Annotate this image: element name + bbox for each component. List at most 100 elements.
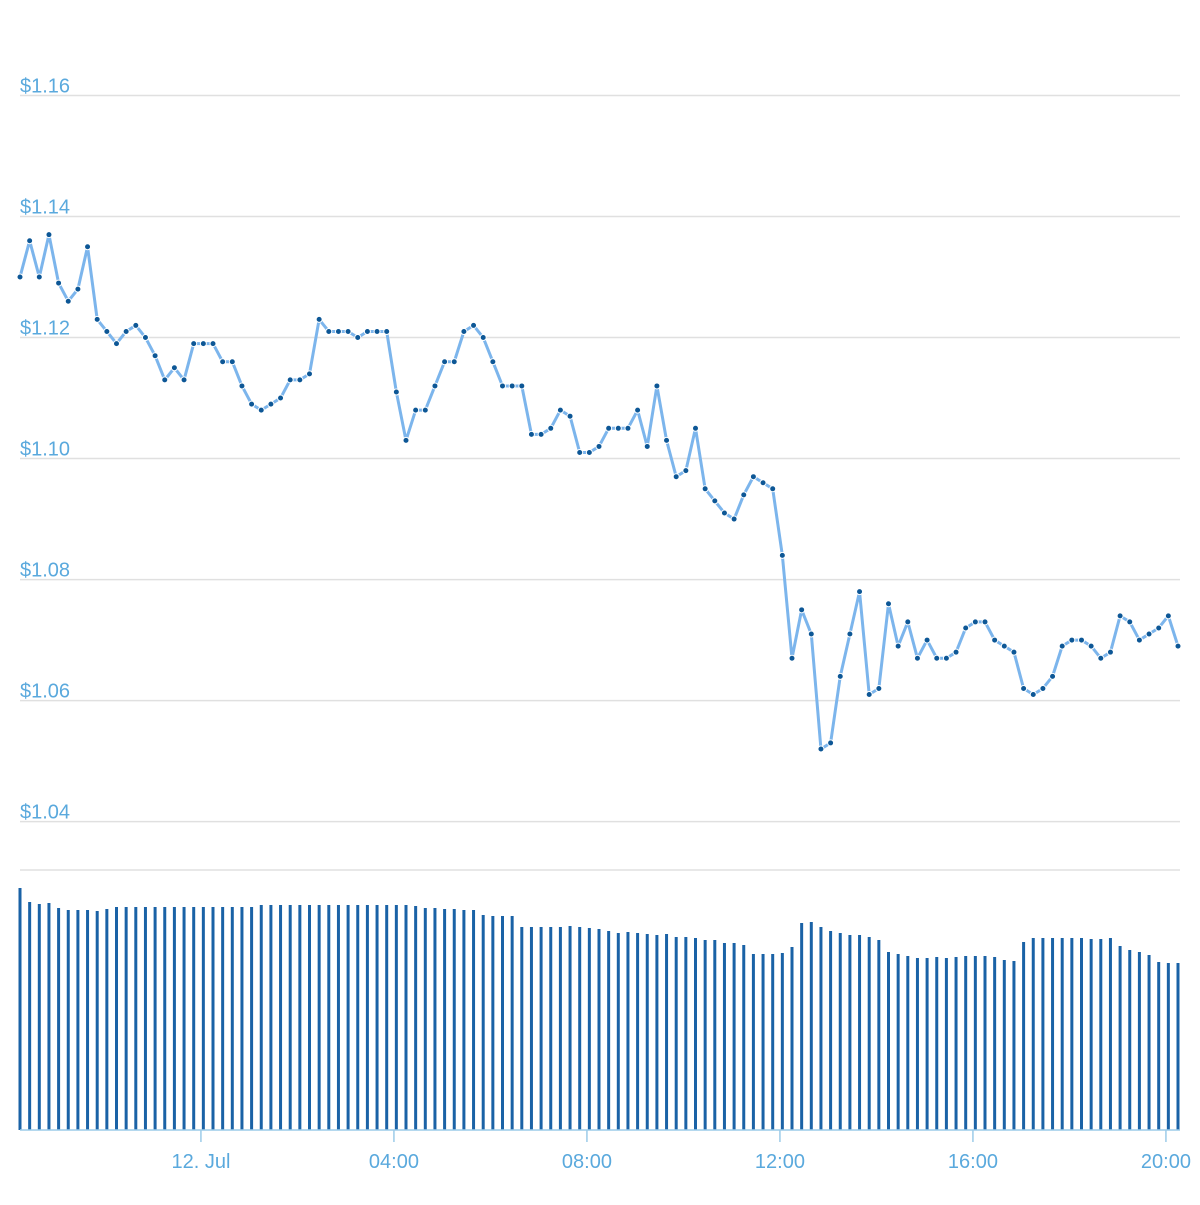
price-point — [132, 321, 140, 329]
price-point — [952, 648, 960, 656]
volume-bar — [230, 907, 234, 1130]
price-point — [267, 400, 275, 408]
volume-bar — [452, 909, 456, 1130]
volume-bar — [47, 903, 51, 1130]
price-point — [885, 600, 892, 608]
volume-bar — [1118, 946, 1122, 1130]
volume-bar — [684, 937, 688, 1130]
price-point — [672, 473, 680, 481]
price-point — [663, 436, 671, 444]
volume-bar — [491, 916, 495, 1130]
volume-bar — [1137, 952, 1141, 1130]
volume-bar — [356, 905, 360, 1130]
volume-bar — [529, 927, 533, 1130]
price-point — [306, 370, 313, 378]
price-point — [228, 358, 236, 366]
price-point — [1058, 642, 1066, 650]
volume-bar — [993, 957, 997, 1130]
volume-bar — [375, 905, 379, 1130]
volume-bar — [713, 940, 717, 1130]
price-point — [740, 491, 748, 499]
price-point — [286, 376, 294, 384]
volume-bar — [201, 907, 205, 1130]
price-point — [402, 436, 410, 444]
volume-bar — [597, 929, 601, 1130]
volume-bar — [1022, 942, 1026, 1130]
price-point — [219, 358, 227, 366]
volume-bar — [722, 943, 726, 1130]
price-point — [913, 654, 921, 662]
volume-bar — [1060, 938, 1064, 1130]
volume-bar — [423, 908, 427, 1130]
price-point — [84, 243, 92, 251]
price-point — [769, 485, 777, 493]
price-point — [209, 340, 217, 348]
volume-bar — [192, 907, 196, 1130]
volume-bar — [1012, 961, 1016, 1130]
volume-bar — [462, 910, 466, 1130]
price-point — [489, 358, 497, 366]
y-tick-label: $1.06 — [20, 681, 70, 703]
volume-bar — [539, 927, 543, 1130]
volume-bar — [134, 907, 138, 1130]
price-point — [1029, 691, 1037, 699]
price-point — [363, 327, 371, 335]
price-point — [846, 630, 854, 638]
price-point — [334, 327, 342, 335]
volume-bar — [443, 909, 447, 1130]
price-point — [354, 334, 362, 342]
volume-bar — [346, 905, 350, 1130]
price-point — [971, 618, 979, 626]
volume-bar — [761, 954, 765, 1130]
price-point — [836, 672, 844, 680]
price-point — [441, 358, 449, 366]
volume-bar — [636, 933, 640, 1130]
price-point — [26, 237, 34, 245]
price-point — [1020, 684, 1028, 692]
price-point — [749, 473, 757, 481]
price-point — [682, 467, 690, 475]
volume-bar — [153, 907, 157, 1130]
y-tick-label: $1.14 — [20, 197, 70, 219]
volume-bar — [558, 927, 562, 1130]
volume-bar — [279, 905, 283, 1130]
price-point — [248, 400, 256, 408]
price-point — [576, 449, 584, 456]
volume-bar — [472, 910, 476, 1130]
volume-bar — [838, 933, 842, 1130]
volume-bar — [790, 947, 794, 1130]
volume-bar — [124, 907, 128, 1130]
price-point — [933, 654, 941, 662]
volume-bar — [1108, 938, 1112, 1130]
volume-bar — [288, 905, 292, 1130]
volume-bar — [944, 958, 948, 1130]
volume-bar — [549, 927, 553, 1130]
price-point — [759, 479, 767, 487]
volume-bar — [221, 907, 225, 1130]
price-point — [74, 285, 82, 293]
price-point — [624, 424, 632, 432]
volume-bar — [1099, 939, 1103, 1130]
price-point — [1164, 612, 1172, 620]
volume-bar — [365, 905, 369, 1130]
volume-bar — [1157, 962, 1161, 1130]
volume-bar — [809, 922, 813, 1130]
price-point — [508, 382, 516, 390]
volume-bar — [1166, 963, 1170, 1130]
x-tick-label: 08:00 — [562, 1151, 612, 1173]
price-point — [1106, 648, 1114, 656]
price-point — [161, 376, 169, 384]
price-point — [778, 551, 786, 559]
price-point — [653, 382, 661, 390]
volume-bar — [520, 927, 524, 1130]
volume-bar — [163, 907, 167, 1130]
volume-bar — [896, 954, 900, 1130]
volume-bar — [829, 931, 833, 1130]
price-line — [18, 233, 1180, 751]
volume-bar — [578, 927, 582, 1130]
volume-bar — [1041, 938, 1045, 1130]
price-point — [991, 636, 999, 644]
price-point — [720, 509, 728, 517]
volume-bar — [877, 940, 881, 1130]
